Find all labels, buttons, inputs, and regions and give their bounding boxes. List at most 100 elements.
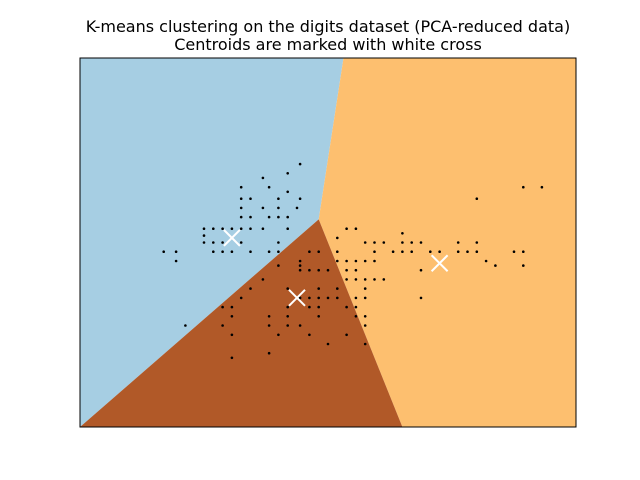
centroid-markers [223, 229, 449, 307]
chart-subtitle: Centroids are marked with white cross [174, 35, 482, 54]
data-point [261, 176, 265, 180]
data-point [267, 324, 271, 327]
data-point [286, 227, 290, 230]
data-point [267, 185, 271, 189]
data-points [162, 162, 544, 360]
axes-frame [79, 57, 577, 428]
data-point [336, 287, 339, 290]
data-point [363, 278, 367, 281]
data-point [174, 250, 178, 253]
data-point [286, 305, 290, 309]
data-point [212, 241, 215, 244]
data-point [475, 241, 479, 244]
data-point [363, 324, 367, 327]
data-point [277, 264, 280, 267]
data-point [221, 250, 224, 253]
data-point [345, 305, 348, 309]
data-point [326, 342, 330, 346]
data-point [401, 250, 404, 253]
data-point [298, 324, 302, 327]
centroid-cross-2 [288, 289, 306, 307]
data-point [298, 259, 302, 263]
data-point [230, 315, 234, 318]
data-point [286, 215, 290, 219]
data-point [410, 241, 414, 244]
data-point [382, 278, 386, 281]
data-point [249, 197, 252, 200]
data-point [230, 333, 234, 337]
data-point [239, 296, 243, 300]
data-point [317, 250, 321, 253]
data-point [410, 250, 414, 253]
data-point [522, 185, 525, 189]
data-point [286, 287, 290, 290]
data-point [363, 315, 367, 318]
data-point [373, 241, 376, 244]
data-point [267, 351, 271, 355]
data-point [277, 333, 280, 337]
data-point [456, 241, 460, 244]
data-point [261, 227, 265, 230]
data-point [249, 215, 252, 219]
data-point [202, 234, 206, 237]
data-point [419, 296, 423, 300]
data-point [354, 278, 358, 281]
data-point [363, 287, 367, 290]
data-point [298, 296, 302, 300]
data-point [336, 250, 339, 253]
data-point [261, 278, 265, 281]
data-point [354, 315, 358, 318]
data-point [354, 268, 358, 272]
data-point [373, 278, 376, 281]
data-point [239, 197, 243, 200]
data-point [221, 305, 224, 309]
data-point [277, 197, 280, 200]
data-point [475, 250, 479, 253]
data-point [308, 305, 311, 309]
data-point [212, 250, 215, 253]
data-point [174, 259, 178, 263]
data-point [295, 206, 299, 210]
data-point [429, 250, 432, 253]
data-point [363, 342, 367, 346]
data-point [540, 185, 544, 189]
centroid-cross-1 [430, 254, 449, 272]
data-point [277, 215, 280, 219]
data-point [230, 305, 234, 309]
data-point [419, 241, 423, 244]
data-point [239, 215, 243, 219]
data-point [345, 333, 348, 337]
data-point [401, 241, 404, 244]
cluster-regions [80, 58, 576, 427]
data-point [286, 190, 290, 194]
data-point [466, 250, 469, 253]
data-point [382, 241, 386, 244]
data-point [162, 250, 165, 253]
data-point [345, 227, 348, 230]
data-point [326, 268, 330, 272]
data-point [317, 315, 321, 318]
data-point [239, 241, 243, 244]
data-point [354, 305, 358, 309]
cluster-region-0 [80, 58, 344, 427]
data-point [522, 250, 525, 253]
data-point [277, 206, 280, 210]
data-point [221, 324, 224, 327]
cluster-region-1 [318, 58, 576, 427]
data-point [239, 185, 243, 189]
data-point [249, 287, 252, 290]
data-point [317, 296, 321, 300]
data-point [345, 278, 348, 281]
data-point [484, 259, 488, 263]
data-point [286, 315, 290, 318]
data-point [202, 227, 206, 230]
data-point [298, 162, 302, 166]
data-point [239, 227, 243, 230]
data-point [494, 264, 497, 267]
data-point [475, 197, 479, 200]
data-point [345, 259, 348, 263]
data-point [512, 250, 516, 253]
data-point [354, 227, 358, 230]
cluster-region-2 [80, 219, 403, 427]
